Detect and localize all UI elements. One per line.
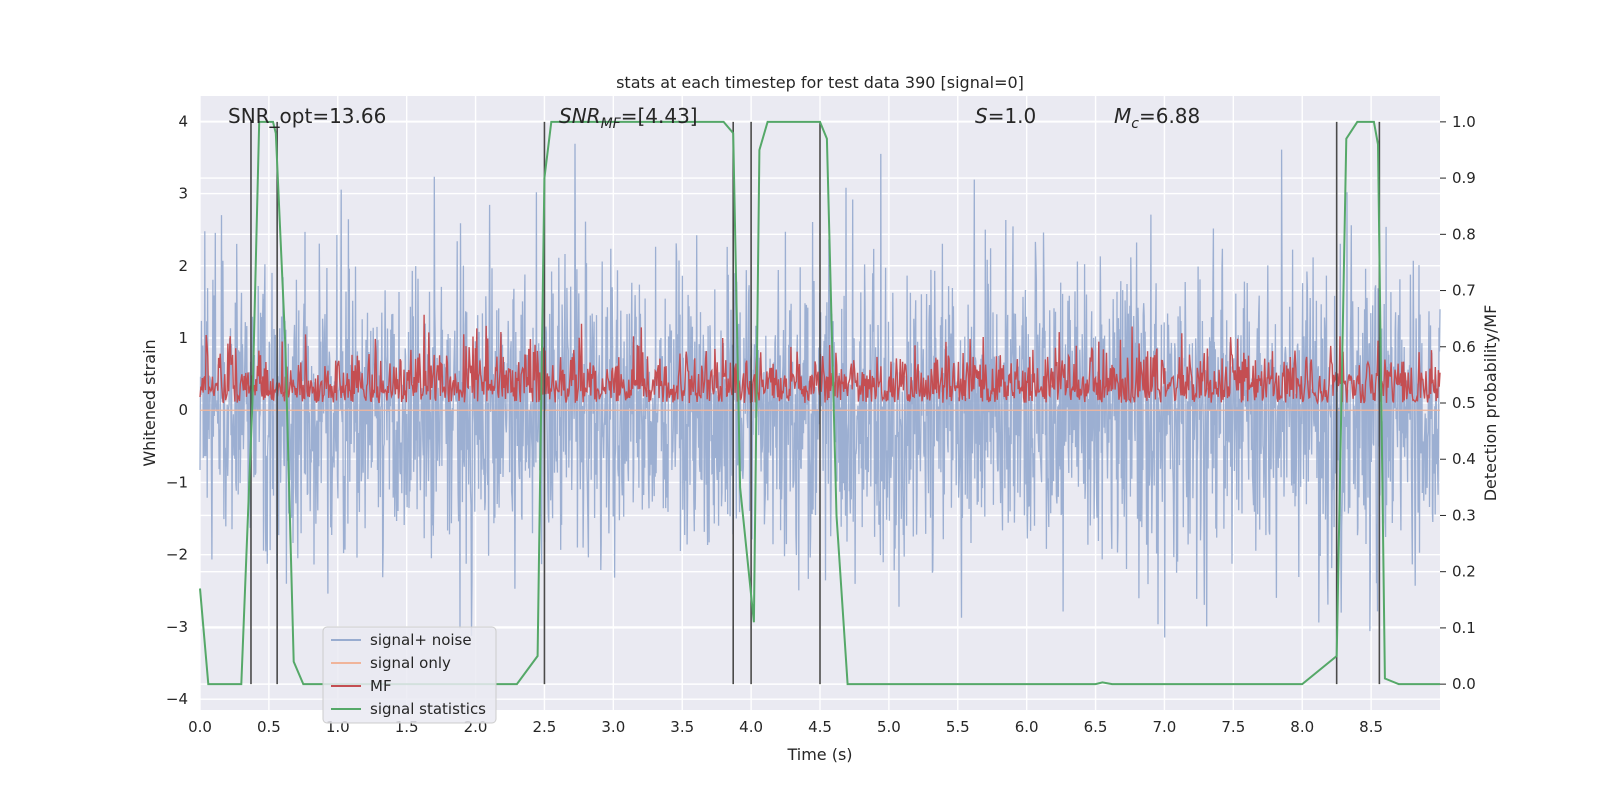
x-tick-label: 0.0 bbox=[188, 718, 212, 736]
x-tick-label: 8.5 bbox=[1359, 718, 1383, 736]
y-tick-label-right: 0.8 bbox=[1452, 225, 1476, 243]
y-tick-label-right: 0.3 bbox=[1452, 506, 1476, 524]
y-tick-label-right: 0.1 bbox=[1452, 619, 1476, 637]
x-axis-label: Time (s) bbox=[786, 745, 852, 764]
y-tick-label-left: −4 bbox=[166, 690, 188, 708]
y-tick-label-right: 0.4 bbox=[1452, 450, 1476, 468]
y-tick-label-right: 0.5 bbox=[1452, 394, 1476, 412]
y-tick-label-left: 1 bbox=[178, 329, 188, 347]
x-tick-label: 6.0 bbox=[1015, 718, 1039, 736]
legend: signal+ noise signal only MF signal stat… bbox=[322, 626, 497, 724]
legend-label-signal-statistics: signal statistics bbox=[370, 700, 486, 718]
y-tick-label-right: 0.0 bbox=[1452, 675, 1476, 693]
x-tick-label: 3.5 bbox=[670, 718, 694, 736]
signal-statistics-series bbox=[199, 120, 1440, 686]
x-tick-label: 5.0 bbox=[877, 718, 901, 736]
y-tick-label-left: 2 bbox=[178, 257, 188, 275]
x-tick-label: 8.0 bbox=[1290, 718, 1314, 736]
legend-label-mf: MF bbox=[370, 677, 392, 695]
legend-box bbox=[322, 626, 497, 724]
y-tick-label-right: 0.7 bbox=[1452, 282, 1476, 300]
legend-label-noise: signal+ noise bbox=[370, 631, 472, 649]
y-axis-label-right: Detection probability/MF bbox=[1481, 305, 1500, 502]
x-tick-label: 7.0 bbox=[1153, 718, 1177, 736]
x-tick-label: 3.0 bbox=[601, 718, 625, 736]
vertical-markers bbox=[250, 121, 1381, 685]
x-tick-label: 7.5 bbox=[1221, 718, 1245, 736]
y-tick-label-left: −1 bbox=[166, 473, 188, 491]
annotation-mc: Mc=6.88 bbox=[1114, 104, 1200, 132]
y-tick-label-right: 0.6 bbox=[1452, 338, 1476, 356]
y-tick-label-left: 4 bbox=[178, 112, 188, 130]
annotation-snr-opt: SNR_opt=13.66 bbox=[228, 104, 386, 128]
y-tick-label-right: 0.9 bbox=[1452, 169, 1476, 187]
y-tick-label-right: 0.2 bbox=[1452, 563, 1476, 581]
x-tick-label: 6.5 bbox=[1084, 718, 1108, 736]
y-tick-label-left: −3 bbox=[166, 618, 188, 636]
y-axis-label-left: Whitened strain bbox=[140, 339, 159, 466]
legend-label-signal-only: signal only bbox=[370, 654, 451, 672]
x-tick-label: 2.5 bbox=[533, 718, 557, 736]
x-tick-label: 4.5 bbox=[808, 718, 832, 736]
y-tick-label-left: 3 bbox=[178, 185, 188, 203]
annotation-snr-mf: SNRMF=[4.43] bbox=[559, 104, 698, 132]
x-tick-label: 5.5 bbox=[946, 718, 970, 736]
chart-title: stats at each timestep for test data 390… bbox=[616, 73, 1024, 92]
y-tick-label-left: −2 bbox=[166, 546, 188, 564]
annotation-s: S=1.0 bbox=[975, 104, 1036, 128]
x-tick-label: 0.5 bbox=[257, 718, 281, 736]
signal-statistics-line bbox=[199, 120, 1440, 686]
annotations: SNR_opt=13.66 SNRMF=[4.43] S=1.0 Mc=6.88 bbox=[228, 104, 1200, 132]
y-tick-label-left: 0 bbox=[178, 401, 188, 419]
x-tick-label: 4.0 bbox=[739, 718, 763, 736]
y-tick-label-right: 1.0 bbox=[1452, 113, 1476, 131]
